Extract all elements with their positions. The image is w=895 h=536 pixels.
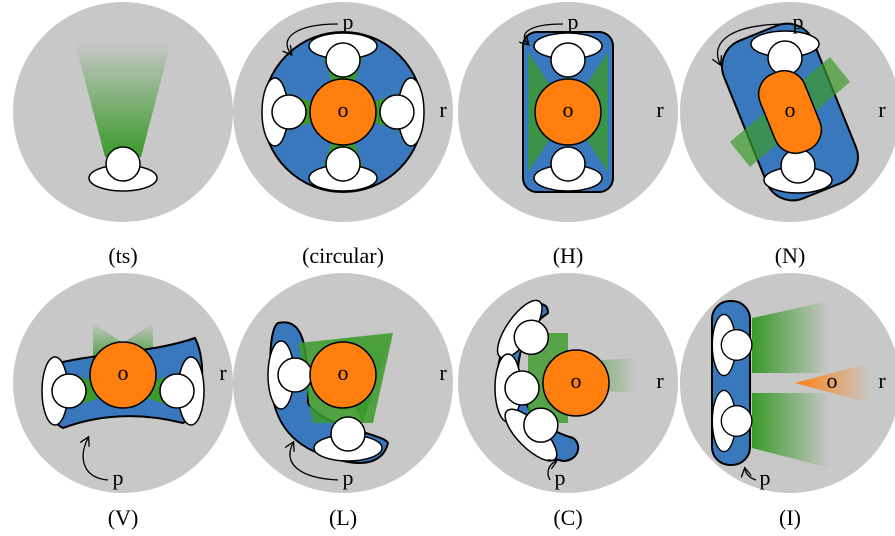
label-p: p [555, 465, 566, 490]
panel-n: o r p (N) [680, 2, 895, 268]
label-o: o [118, 360, 129, 385]
label-r: r [656, 97, 664, 122]
panel-v: o r p (V) [13, 273, 233, 530]
label-r: r [878, 97, 886, 122]
label-p: p [113, 465, 124, 490]
caption: (V) [108, 505, 139, 530]
label-p: p [568, 9, 579, 34]
label-r: r [439, 97, 447, 122]
caption: (H) [553, 243, 584, 268]
diagram: (ts) o r p (circular) o r p (H) o r p (N… [0, 0, 895, 536]
label-o: o [785, 97, 796, 122]
label-o: o [827, 368, 838, 393]
panel-l: o r p (L) [233, 273, 453, 530]
panel-c: o r p (C) [458, 273, 678, 530]
label-o: o [571, 368, 582, 393]
label-r: r [219, 360, 227, 385]
caption: (C) [553, 505, 582, 530]
label-p: p [343, 465, 354, 490]
label-p: p [793, 9, 804, 34]
label-o: o [338, 97, 349, 122]
caption: (circular) [302, 243, 384, 268]
panel-ts: (ts) [13, 2, 233, 268]
label-r: r [878, 368, 886, 393]
caption: (I) [779, 505, 801, 530]
caption: (ts) [108, 243, 137, 268]
label-o: o [563, 97, 574, 122]
label-o: o [338, 360, 349, 385]
panel-h: o r p (H) [458, 2, 678, 268]
panel-i: o r p (I) [680, 273, 895, 530]
caption: (L) [329, 505, 357, 530]
label-p: p [343, 9, 354, 34]
label-r: r [656, 368, 664, 393]
panel-circular: o r p (circular) [233, 2, 453, 268]
label-r: r [439, 360, 447, 385]
caption: (N) [775, 243, 806, 268]
label-p: p [760, 465, 771, 490]
